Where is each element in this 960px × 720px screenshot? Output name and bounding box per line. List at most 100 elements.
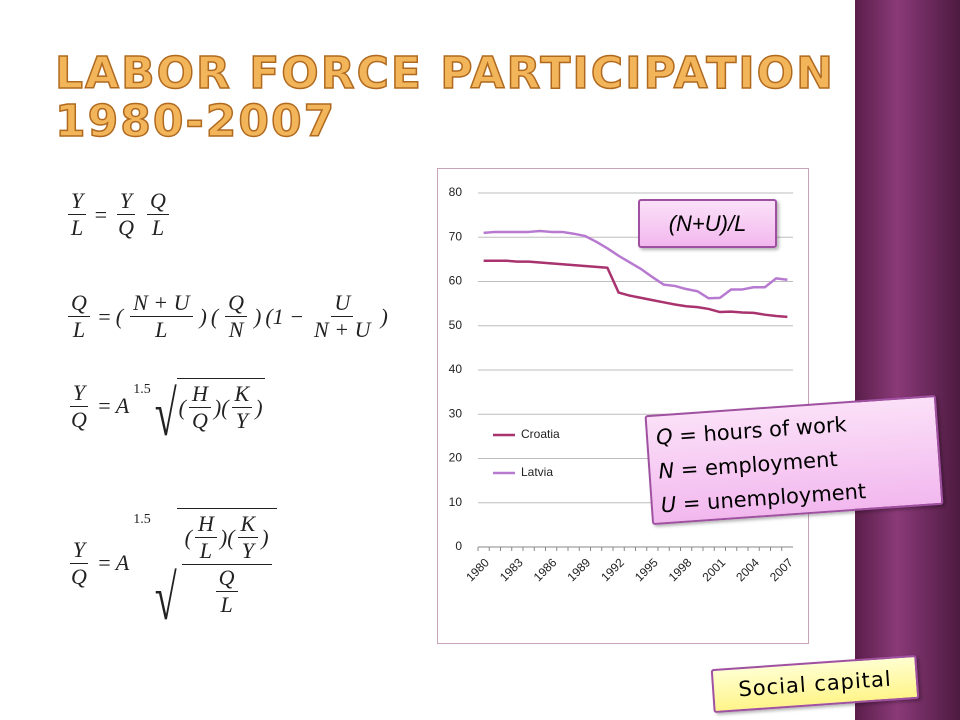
numerator: K bbox=[237, 511, 259, 538]
y-tick-label: 40 bbox=[449, 362, 463, 376]
math-text: K bbox=[240, 511, 256, 536]
math-text: ( bbox=[178, 394, 186, 420]
y-tick-label: 10 bbox=[449, 495, 463, 509]
math-text: ) bbox=[380, 303, 388, 329]
math-text: Y bbox=[119, 188, 133, 213]
math-text: (1 − bbox=[265, 303, 305, 329]
math-text: Y bbox=[241, 538, 254, 563]
math-text: Y bbox=[72, 536, 86, 562]
math-text: Y bbox=[71, 188, 84, 213]
math-text: H bbox=[191, 381, 208, 406]
math-text: ) bbox=[213, 394, 222, 420]
math-text: H bbox=[197, 511, 214, 536]
math-text: ( bbox=[227, 524, 235, 550]
numerator: Y bbox=[69, 379, 89, 407]
radical-sign: √ bbox=[154, 377, 177, 450]
y-tick-label: 80 bbox=[449, 185, 463, 199]
math-text: N + U bbox=[314, 317, 371, 342]
denominator: N + U bbox=[311, 317, 373, 343]
definitions: Q = hours of work N = employment U = unemp… bbox=[644, 394, 944, 526]
definition-text: = unemployment bbox=[682, 479, 867, 516]
superscript: 1.5 bbox=[133, 382, 151, 397]
math-text: ) bbox=[254, 303, 262, 329]
math-text: L bbox=[199, 538, 213, 563]
math-text: N bbox=[228, 317, 244, 342]
denominator: L bbox=[217, 592, 235, 618]
math-text: Q bbox=[228, 290, 245, 315]
y-tick-label: 60 bbox=[449, 274, 463, 288]
equation: Y Q = A 1.5 √(H L)(K Y) Q L bbox=[65, 508, 277, 629]
math-text: ) bbox=[261, 524, 269, 550]
y-tick-label: 20 bbox=[449, 451, 463, 465]
math-text: L bbox=[220, 592, 233, 617]
definition-symbol: Q bbox=[655, 424, 674, 450]
radicand: (H Q)(K Y) bbox=[176, 378, 265, 434]
square-root: √(H L)(K Y) Q L bbox=[155, 508, 277, 629]
denominator: N bbox=[226, 317, 247, 343]
denominator: Q bbox=[115, 215, 137, 241]
radical-sign: √ bbox=[154, 561, 177, 634]
title-line: 1980-2007 bbox=[54, 96, 337, 147]
denominator: Y bbox=[239, 538, 257, 564]
definition-symbol: U bbox=[660, 492, 678, 518]
math-text: Q bbox=[71, 406, 87, 432]
math-text: Q bbox=[118, 215, 134, 240]
numerator: Q bbox=[147, 188, 169, 215]
series-line bbox=[483, 229, 788, 300]
denominator: Q bbox=[68, 407, 90, 433]
denominator: Q bbox=[68, 564, 90, 590]
numerator: K bbox=[231, 381, 253, 408]
math-text: Q bbox=[191, 408, 208, 433]
math-text: A bbox=[115, 550, 130, 575]
radicand: (H L)(K Y) Q L bbox=[176, 508, 277, 618]
math-text: L bbox=[151, 215, 165, 240]
numerator: Q bbox=[225, 290, 248, 317]
math-text: = bbox=[96, 303, 112, 329]
title-line: LABOR FORCE PARTICIPATION bbox=[54, 48, 835, 99]
denominator: Q bbox=[189, 408, 211, 434]
math-text: Q bbox=[218, 565, 235, 590]
numerator: N + U bbox=[130, 290, 193, 317]
denominator: L bbox=[149, 215, 167, 241]
denominator: L bbox=[152, 317, 170, 343]
math-text: ( bbox=[115, 303, 124, 329]
math-text: = bbox=[96, 393, 112, 418]
slide-title: LABOR FORCE PARTICIPATION 1980-2007 bbox=[54, 48, 835, 147]
math-text: ( bbox=[210, 303, 219, 329]
math-text: = bbox=[96, 550, 112, 575]
numerator: (H L)(K Y) bbox=[181, 511, 272, 565]
y-tick-label: 50 bbox=[449, 318, 463, 332]
math-text: ) bbox=[199, 303, 207, 329]
square-root: √(H Q)(K Y) bbox=[155, 378, 265, 445]
math-text: A bbox=[115, 393, 130, 418]
math-text: ) bbox=[219, 524, 228, 550]
math-text: Y bbox=[72, 379, 86, 405]
denominator: Y bbox=[233, 408, 251, 434]
numerator: Q bbox=[215, 565, 238, 592]
numerator: H bbox=[188, 381, 211, 408]
math-text: L bbox=[155, 317, 168, 342]
math-text: ( bbox=[184, 524, 192, 550]
equation: Y L = Y Q Q L bbox=[65, 188, 172, 241]
series-line bbox=[483, 259, 788, 319]
math-text: ( bbox=[221, 394, 229, 420]
math-text: Q bbox=[150, 188, 166, 213]
math-text: N + U bbox=[133, 290, 190, 315]
numerator: Y bbox=[69, 536, 89, 564]
math-text: = bbox=[93, 201, 109, 227]
math-text: Y bbox=[235, 408, 248, 433]
math-text: U bbox=[334, 290, 351, 315]
math-text: Q bbox=[71, 290, 87, 315]
math-text: Q bbox=[71, 563, 87, 589]
math-text: L bbox=[71, 215, 84, 240]
